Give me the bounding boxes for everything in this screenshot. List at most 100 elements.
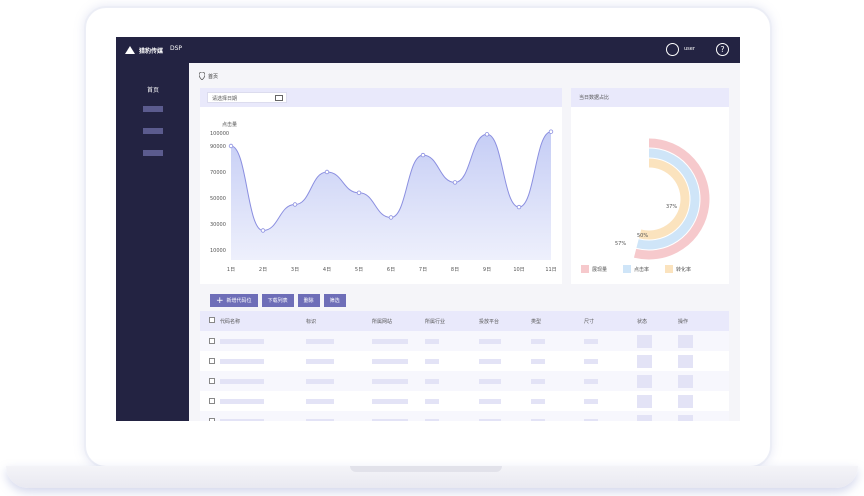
sidebar-item-placeholder[interactable]	[143, 128, 163, 134]
delete-button[interactable]: 删除	[297, 294, 320, 307]
data-point[interactable]	[516, 204, 522, 210]
sidebar-item-home[interactable]: 首页	[147, 87, 160, 94]
cell-placeholder	[531, 379, 545, 384]
row-checkbox[interactable]	[209, 358, 215, 364]
column-header: 状态	[637, 319, 648, 325]
cell-placeholder	[637, 355, 652, 368]
data-point[interactable]	[484, 132, 490, 137]
cell-placeholder	[479, 379, 501, 384]
y-tick-label: 30000	[210, 222, 226, 228]
data-point[interactable]	[388, 215, 394, 220]
cell-placeholder	[425, 359, 439, 364]
code-table: 代码名称 标识 所属网站 所属行业 投放平台 类型 尺寸 状态 操作	[200, 311, 729, 421]
cell-placeholder	[372, 419, 408, 421]
cell-placeholder	[220, 419, 264, 421]
cell-placeholder	[372, 379, 408, 384]
cell-placeholder	[479, 339, 501, 344]
location-pin-icon	[199, 72, 205, 80]
cell-placeholder	[372, 339, 408, 344]
data-point[interactable]	[260, 228, 266, 233]
data-point[interactable]	[452, 180, 458, 185]
legend-label: 转化率	[676, 266, 691, 273]
column-header: 投放平台	[479, 319, 500, 325]
cell-placeholder	[479, 359, 501, 364]
ring-segment[interactable]	[636, 148, 700, 250]
date-picker-input[interactable]: 请选择日期	[207, 92, 287, 103]
cell-placeholder	[637, 415, 652, 421]
cell-placeholder	[306, 399, 334, 404]
sidebar-item-placeholder[interactable]	[143, 150, 163, 156]
ring-segment[interactable]	[638, 158, 690, 240]
area-fill	[231, 131, 551, 260]
column-header: 标识	[306, 319, 317, 325]
ring-segment[interactable]	[633, 138, 710, 260]
ratio-card: 当日数据占比 57% 50% 37% 展现量 点击率 转化率	[571, 88, 729, 284]
column-header: 操作	[678, 319, 689, 325]
data-point[interactable]	[292, 202, 298, 207]
cell-placeholder	[372, 359, 408, 364]
column-header: 所属行业	[425, 319, 446, 325]
legend-label: 点击率	[634, 266, 649, 273]
cell-placeholder	[637, 375, 652, 388]
cell-placeholder	[425, 339, 439, 344]
column-header: 代码名称	[220, 319, 241, 325]
cell-placeholder	[584, 379, 598, 384]
data-point[interactable]	[420, 152, 426, 158]
row-checkbox[interactable]	[209, 378, 215, 384]
table-row[interactable]	[200, 331, 729, 351]
cell-placeholder	[306, 419, 334, 421]
data-point[interactable]	[548, 129, 554, 134]
product-name: DSP	[170, 45, 183, 52]
legend-swatch	[581, 265, 589, 273]
cell-placeholder	[531, 399, 545, 404]
y-tick-label: 90000	[210, 144, 226, 150]
breadcrumb-home[interactable]: 首页	[208, 73, 219, 80]
main-content: 首页 请选择日期 点击量 100000 90000 70000 50000 30000 10…	[189, 63, 740, 421]
cell-placeholder	[306, 379, 334, 384]
row-checkbox[interactable]	[209, 398, 215, 404]
y-tick-label: 10000	[210, 248, 226, 254]
table-row[interactable]	[200, 351, 729, 371]
cell-placeholder	[678, 415, 693, 421]
y-axis-label: 点击量	[222, 121, 237, 128]
cell-placeholder	[479, 419, 501, 421]
x-tick-label: 9日	[483, 267, 491, 273]
click-area-chart: 点击量 100000 90000 70000 50000 30000 10000 1日 2日 3日…	[210, 121, 557, 273]
table-row[interactable]	[200, 391, 729, 411]
cell-placeholder	[425, 399, 439, 404]
y-tick-label: 70000	[210, 170, 226, 176]
row-checkbox[interactable]	[209, 338, 215, 344]
table-row[interactable]	[200, 411, 729, 421]
cell-placeholder	[425, 419, 439, 421]
x-tick-label: 8日	[451, 267, 459, 273]
sidebar-item-placeholder[interactable]	[143, 106, 163, 112]
filter-button[interactable]: 筛选	[323, 294, 346, 307]
user-avatar-icon[interactable]	[666, 43, 679, 56]
top-nav-bar: 猎豹传媒 DSP user ?	[116, 37, 740, 63]
table-row[interactable]	[200, 371, 729, 391]
data-point[interactable]	[324, 169, 330, 175]
x-tick-label: 10日	[513, 267, 524, 273]
add-button[interactable]: + 新增代码位	[210, 294, 258, 307]
click-chart-card: 请选择日期 点击量 100000 90000 70000 50000 30000 10000…	[200, 88, 562, 284]
ratio-card-title: 当日数据占比	[571, 88, 729, 107]
ratio-radial-chart: 57% 50% 37% 展现量 点击率 转化率	[581, 138, 710, 273]
column-header: 类型	[531, 319, 542, 325]
data-point[interactable]	[356, 190, 362, 195]
cell-placeholder	[479, 399, 501, 404]
download-button[interactable]: 下载列表	[261, 294, 294, 307]
user-name[interactable]: user	[684, 46, 695, 52]
cell-placeholder	[372, 399, 408, 404]
help-icon[interactable]: ?	[716, 43, 729, 56]
cell-placeholder	[220, 339, 264, 344]
select-all-checkbox[interactable]	[209, 317, 215, 323]
row-checkbox[interactable]	[209, 418, 215, 421]
x-tick-label: 3日	[291, 267, 299, 273]
logo[interactable]: 猎豹传媒	[124, 44, 163, 56]
data-point[interactable]	[228, 143, 234, 149]
cell-placeholder	[678, 355, 693, 368]
plus-icon: +	[216, 295, 224, 306]
ring-percent-label: 57%	[615, 241, 626, 247]
cell-placeholder	[678, 375, 693, 388]
cell-placeholder	[637, 395, 652, 408]
